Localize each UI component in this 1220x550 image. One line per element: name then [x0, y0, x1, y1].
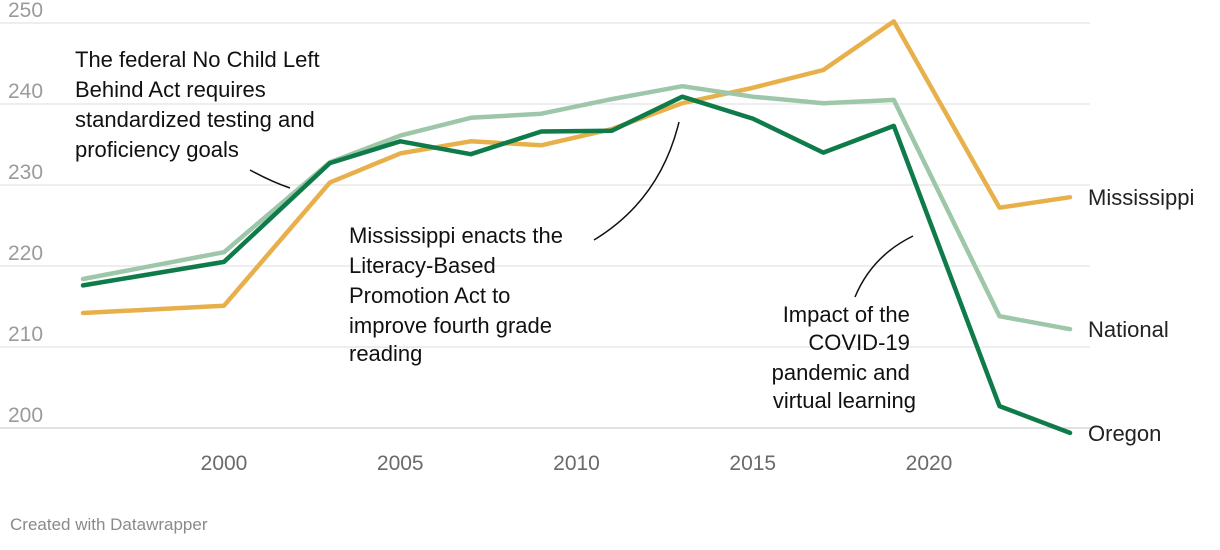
annotation-line: Literacy-Based [349, 253, 496, 278]
series-label-mississippi: Mississippi [1088, 185, 1194, 210]
x-axis-ticks: 2000 2005 2010 2015 2020 [201, 452, 953, 475]
annotation-line: improve fourth grade [349, 313, 552, 338]
annotation-line: reading [349, 341, 422, 366]
annotation-line: standardized testing and [75, 107, 315, 132]
gridlines [0, 22, 1090, 429]
annotation-literacy-act-connector [593, 121, 680, 241]
credit-text: Created with Datawrapper [10, 515, 208, 534]
series-lines [80, 19, 1073, 436]
annotation-literacy-act: Mississippi enacts the Literacy-Based Pr… [349, 121, 680, 366]
x-tick-label: 2020 [906, 452, 953, 475]
y-axis-ticks: 200 210 220 230 240 250 [8, 0, 43, 427]
annotation-line: proficiency goals [75, 137, 239, 162]
y-tick-label: 200 [8, 404, 43, 427]
series-line-oregon [80, 94, 1073, 436]
x-tick-label: 2010 [553, 452, 600, 475]
annotation-literacy-act-text: Mississippi enacts the Literacy-Based Pr… [349, 223, 569, 366]
series-label-national: National [1088, 317, 1169, 342]
y-tick-label: 250 [8, 0, 43, 22]
annotation-covid: Impact of the COVID-19 pandemic and virt… [772, 235, 916, 413]
y-tick-label: 240 [8, 80, 43, 103]
annotation-line: pandemic and [772, 360, 910, 385]
x-tick-label: 2000 [201, 452, 248, 475]
annotation-line: COVID-19 [808, 330, 909, 355]
annotation-covid-connector [854, 235, 914, 298]
annotation-nclb-connector [249, 169, 291, 189]
annotation-nclb: The federal No Child Left Behind Act req… [75, 47, 326, 189]
annotation-covid-text: Impact of the COVID-19 pandemic and virt… [772, 302, 916, 413]
annotation-line: Promotion Act to [349, 283, 510, 308]
y-tick-label: 220 [8, 242, 43, 265]
annotation-line: Mississippi enacts the [349, 223, 563, 248]
annotation-nclb-text: The federal No Child Left Behind Act req… [75, 47, 326, 162]
annotation-line: Impact of the [783, 302, 910, 327]
series-label-oregon: Oregon [1088, 421, 1161, 446]
annotation-line: virtual learning [773, 388, 916, 413]
y-tick-label: 210 [8, 323, 43, 346]
annotation-line: The federal No Child Left [75, 47, 320, 72]
annotation-line: Behind Act requires [75, 77, 266, 102]
series-labels: Mississippi National Oregon [1088, 185, 1194, 446]
x-tick-label: 2015 [729, 452, 776, 475]
x-tick-label: 2005 [377, 452, 424, 475]
y-tick-label: 230 [8, 161, 43, 184]
